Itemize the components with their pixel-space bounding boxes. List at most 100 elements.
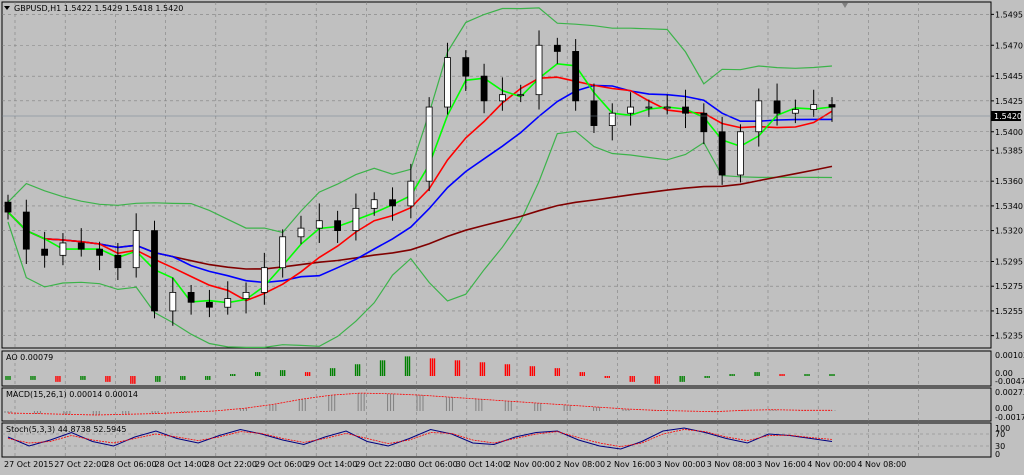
stochastic-lines (2, 427, 991, 450)
time-tick-label: 28 Oct 06:00 (104, 460, 156, 469)
candle-bull (645, 106, 653, 109)
macd-axis-label: -0.00174 (995, 413, 1024, 422)
price-tick-label: 1.5320 (995, 227, 1023, 236)
candle-bull (224, 298, 232, 308)
macd-axis-label: 0.00272 (995, 388, 1024, 397)
price-tick-label: 1.5400 (995, 128, 1023, 137)
stoch-panel[interactable] (1, 422, 992, 458)
ao-axis-label: 0.00 (995, 369, 1013, 378)
candle-bull (370, 199, 378, 209)
price-tick-label: 1.5495 (995, 10, 1023, 19)
price-tick-label: 1.5275 (995, 282, 1023, 291)
price-tick-label: 1.5295 (995, 258, 1023, 267)
price-tick-label: 1.5360 (995, 177, 1023, 186)
candle-bear (773, 100, 781, 114)
candle-bear (682, 106, 689, 114)
price-tick-label: 1.5340 (995, 202, 1023, 211)
candle-bear (206, 301, 213, 308)
price-tick-label: 1.5470 (995, 41, 1023, 50)
current-price-label: 1.5420 (994, 112, 1022, 121)
time-tick-label: 29 Oct 06:00 (255, 460, 307, 469)
candle-bull (297, 227, 305, 238)
candle-bear (572, 51, 580, 102)
candle-bull (407, 180, 415, 207)
main-grid (2, 2, 991, 348)
stoch-signal-line (7, 429, 833, 448)
candle-bull (279, 236, 287, 269)
bollinger-bands (7, 7, 833, 348)
stoch-axis-label: 0 (995, 450, 1000, 459)
ao-axis: 0.00102 0.00-0.00475 (995, 351, 1024, 386)
chart-shift-marker-icon[interactable] (842, 3, 848, 8)
candle-bull (755, 100, 763, 133)
candle-bull (315, 220, 323, 229)
candle-bear (4, 201, 12, 213)
price-tick-label: 1.5385 (995, 146, 1023, 155)
candle-bear (700, 112, 708, 133)
macd-axis-label: 0.00 (995, 404, 1013, 413)
candle-bull (535, 44, 543, 96)
candle-bear (553, 44, 561, 52)
ma-blue (7, 84, 832, 284)
time-tick-label: 4 Nov 00:00 (807, 460, 856, 469)
stoch-axis-label: 70 (995, 430, 1005, 439)
candle-bull (627, 106, 634, 114)
candle-bear (114, 254, 122, 269)
candle-bull (132, 230, 140, 269)
price-tick-label: 1.5255 (995, 307, 1023, 316)
candle-bear (96, 248, 103, 256)
ao-axis-label: 0.00102 (995, 351, 1024, 360)
macd-title: MACD(15,26,1) 0.00014 0.00014 (6, 390, 138, 399)
ao-histogram (5, 356, 835, 384)
time-tick-label: 2 Nov 00:00 (506, 460, 555, 469)
candle-bull (791, 109, 799, 114)
candle-bear (41, 248, 49, 256)
bollinger-upper (7, 7, 833, 234)
candle-bull (169, 291, 177, 312)
main-title: GBPUSD,H1 1.5422 1.5429 1.5418 1.5420 (14, 4, 183, 13)
macd-panel[interactable] (1, 387, 992, 422)
candle-bear (187, 291, 195, 303)
price-tick-label: 1.5445 (995, 72, 1023, 81)
candle-bull (663, 106, 671, 109)
price-axis: 1.5495 1.5470 1.5445 1.5425 1.5400 1.5385 1.53… (991, 10, 1023, 341)
time-tick-label: 2 Nov 08:00 (556, 460, 605, 469)
time-tick-label: 4 Nov 08:00 (857, 460, 906, 469)
current-price-label-bg (991, 111, 1021, 121)
candle-bull (260, 267, 268, 293)
dropdown-arrow-icon[interactable] (4, 6, 10, 10)
time-tick-label: 28 Oct 22:00 (205, 460, 257, 469)
ao-panel[interactable] (1, 350, 992, 387)
ma-fast (7, 62, 833, 304)
time-tick-label: 30 Oct 14:00 (456, 460, 508, 469)
candle-bear (77, 242, 85, 250)
candle-bear (389, 199, 396, 207)
main-chart-panel[interactable] (1, 1, 992, 349)
candlesticks[interactable] (4, 30, 836, 326)
macd-histogram (4, 392, 836, 416)
time-tick-label: 28 Oct 14:00 (155, 460, 207, 469)
candle-bear (22, 211, 30, 250)
stoch-axis-label: 100 (995, 424, 1010, 433)
candle-bull (242, 291, 250, 299)
candle-bull (352, 207, 360, 232)
candle-bull (608, 112, 616, 126)
macd-axis: 0.00272 0.00-0.00174 (995, 388, 1024, 422)
candle-bear (718, 131, 726, 176)
price-tick-label: 1.5235 (995, 332, 1023, 341)
stoch-axis-label: 30 (995, 442, 1005, 451)
time-tick-label: 30 Oct 06:00 (406, 460, 458, 469)
candle-bear (151, 230, 158, 312)
time-tick-label: 2 Nov 16:00 (606, 460, 655, 469)
time-tick-label: 3 Nov 00:00 (657, 460, 706, 469)
candle-bull (810, 104, 818, 110)
candle-bull (444, 57, 451, 108)
candle-bull (737, 131, 744, 176)
candle-bear (462, 57, 470, 77)
stoch-title: Stoch(5,3,3) 44.8738 52.5945 (6, 425, 126, 434)
price-tick-label: 1.5425 (995, 97, 1023, 106)
time-tick-label: 3 Nov 16:00 (757, 460, 806, 469)
